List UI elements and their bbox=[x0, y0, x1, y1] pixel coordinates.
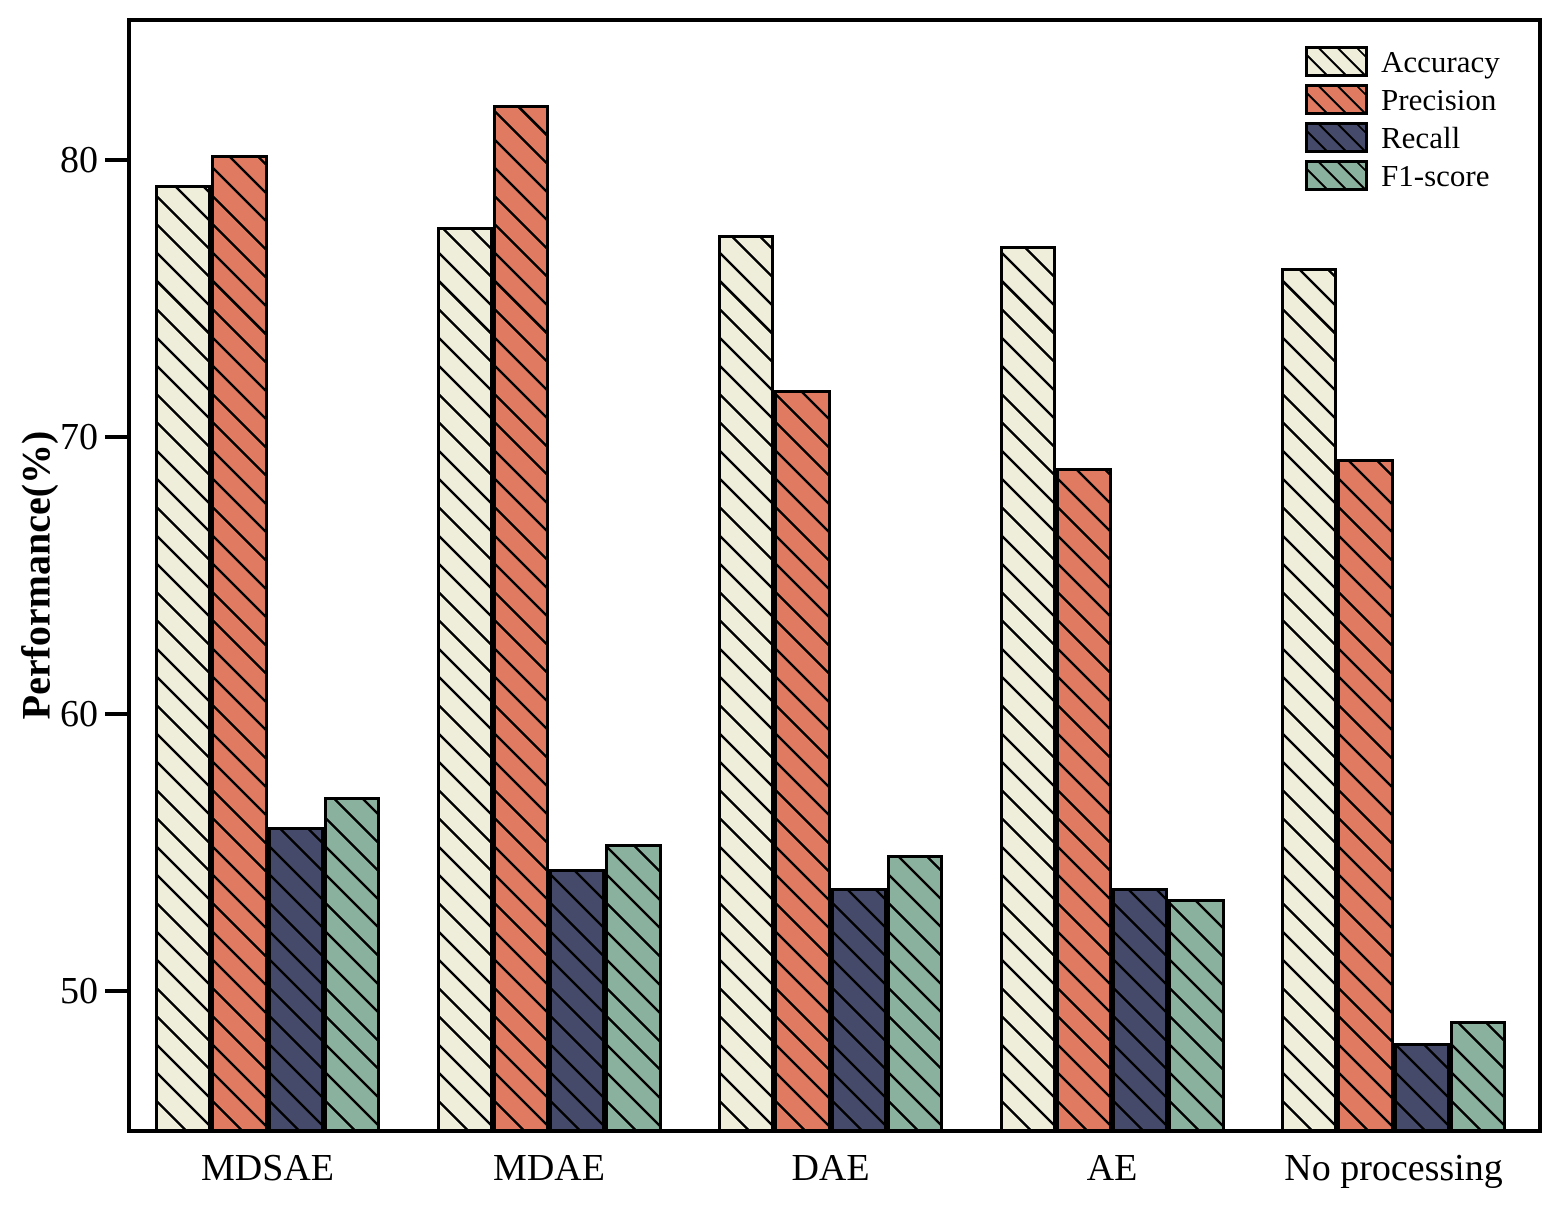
legend-swatch-recall bbox=[1305, 121, 1368, 153]
bar-f1-score-dae bbox=[886, 855, 943, 1129]
bar-f1-score-ae bbox=[1168, 899, 1225, 1129]
bar-recall-ae bbox=[1112, 888, 1169, 1129]
bar-accuracy-dae bbox=[718, 235, 775, 1129]
bar-f1-score-mdae bbox=[605, 843, 662, 1129]
legend-label-precision: Precision bbox=[1381, 81, 1497, 117]
y-tick-50 bbox=[105, 988, 127, 993]
x-label-mdsae: MDSAE bbox=[200, 1147, 335, 1189]
bar-recall-mdae bbox=[549, 868, 606, 1129]
bar-accuracy-mdae bbox=[436, 226, 493, 1129]
legend-row-recall: Recall bbox=[1305, 118, 1500, 156]
plot-area: Accuracy Precision Recall F1-score bbox=[127, 18, 1542, 1133]
bar-accuracy-no-processing bbox=[1281, 268, 1338, 1129]
bar-accuracy-ae bbox=[999, 246, 1056, 1129]
legend-row-f1-score: F1-score bbox=[1305, 156, 1500, 194]
y-tick-label-80: 80 bbox=[60, 139, 98, 182]
bar-recall-no-processing bbox=[1393, 1043, 1450, 1129]
bar-precision-dae bbox=[774, 390, 831, 1129]
bar-accuracy-mdsae bbox=[155, 185, 212, 1129]
legend-label-f1-score: F1-score bbox=[1381, 157, 1490, 193]
bar-f1-score-no-processing bbox=[1449, 1021, 1506, 1129]
legend-row-accuracy: Accuracy bbox=[1305, 42, 1500, 80]
x-label-no-processing: No processing bbox=[1284, 1147, 1503, 1189]
x-label-dae: DAE bbox=[791, 1147, 870, 1189]
bar-recall-mdsae bbox=[267, 827, 324, 1129]
y-tick-label-70: 70 bbox=[60, 416, 98, 459]
legend-row-precision: Precision bbox=[1305, 80, 1500, 118]
bar-precision-mdae bbox=[492, 105, 549, 1129]
bar-recall-dae bbox=[830, 888, 887, 1129]
x-label-mdae: MDAE bbox=[493, 1147, 605, 1189]
y-axis-title: Performance(%) bbox=[13, 430, 59, 720]
legend: Accuracy Precision Recall F1-score bbox=[1305, 42, 1500, 194]
y-tick-70 bbox=[105, 435, 127, 440]
y-tick-label-60: 60 bbox=[60, 692, 98, 735]
bar-precision-mdsae bbox=[211, 154, 268, 1129]
y-tick-80 bbox=[105, 158, 127, 163]
y-tick-60 bbox=[105, 711, 127, 716]
y-tick-label-50: 50 bbox=[60, 969, 98, 1012]
x-label-ae: AE bbox=[1086, 1147, 1138, 1189]
bar-precision-no-processing bbox=[1337, 459, 1394, 1129]
legend-label-accuracy: Accuracy bbox=[1381, 43, 1500, 79]
legend-swatch-f1-score bbox=[1305, 159, 1368, 191]
bar-f1-score-mdsae bbox=[323, 796, 380, 1129]
bar-precision-ae bbox=[1055, 467, 1112, 1129]
legend-swatch-precision bbox=[1305, 83, 1368, 115]
legend-swatch-accuracy bbox=[1305, 45, 1368, 77]
legend-label-recall: Recall bbox=[1381, 119, 1461, 155]
